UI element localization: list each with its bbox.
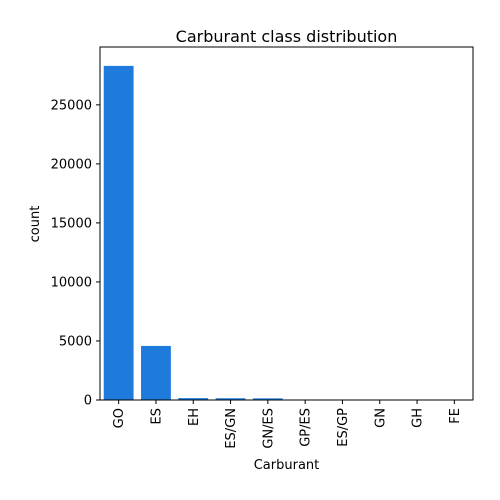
bar-es: [141, 345, 171, 400]
x-tick-label: GP/ES: [299, 408, 314, 447]
x-tick-label: GO: [112, 408, 127, 428]
x-tick-label: GN: [373, 408, 388, 428]
x-tick-label: GH: [411, 408, 426, 428]
x-axis-ticks: GO ES EH ES/GN GN/ES GP/ES ES/GP GN GH FE: [112, 400, 463, 449]
x-axis-title: Carburant: [254, 458, 320, 473]
plot-frame: [99, 46, 474, 401]
y-tick-label: 10000: [51, 275, 92, 290]
chart-title: Carburant class distribution: [176, 27, 398, 46]
x-tick-label: ES/GN: [224, 408, 239, 449]
y-axis-ticks: 0 5000 10000 15000 20000 25000: [51, 98, 100, 409]
bars-group: [103, 65, 470, 400]
y-tick-label: 25000: [51, 98, 92, 113]
bar-es-gn: [215, 398, 246, 400]
y-tick-label: 20000: [51, 157, 92, 172]
x-tick-label: FE: [448, 408, 463, 424]
bar-go: [103, 65, 134, 400]
y-axis-title: count: [28, 206, 43, 243]
y-tick-label: 15000: [51, 216, 92, 231]
bar-gn-es: [252, 398, 283, 400]
x-tick-label: GN/ES: [261, 408, 276, 449]
x-tick-label: ES: [149, 408, 164, 424]
y-tick-label: 0: [84, 394, 92, 409]
x-tick-label: EH: [187, 408, 202, 426]
x-tick-label: ES/GP: [336, 408, 351, 447]
bar-eh: [178, 398, 209, 400]
y-tick-label: 5000: [59, 334, 92, 349]
